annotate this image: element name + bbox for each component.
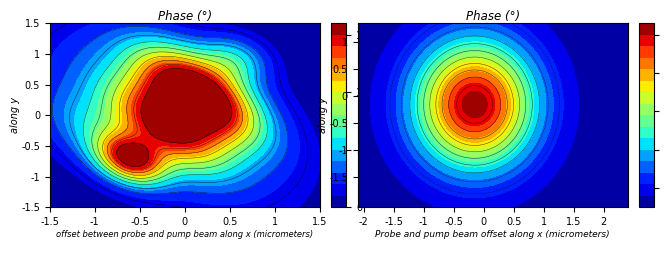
X-axis label: offset between probe and pump beam along x (micrometers): offset between probe and pump beam along… (56, 230, 313, 239)
Title: Phase (°): Phase (°) (465, 10, 520, 23)
Y-axis label: along y: along y (317, 97, 327, 133)
Text: radial
direction: radial direction (0, 258, 1, 259)
Y-axis label: along y: along y (10, 97, 20, 133)
Title: Phase (°): Phase (°) (158, 10, 212, 23)
X-axis label: Probe and pump beam offset along x (micrometers): Probe and pump beam offset along x (micr… (375, 230, 610, 239)
